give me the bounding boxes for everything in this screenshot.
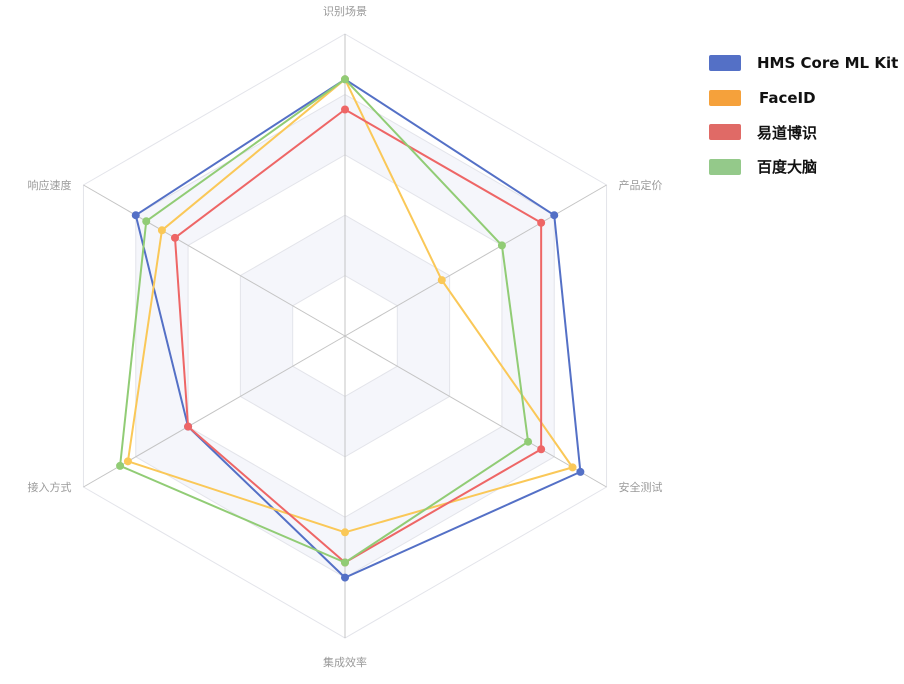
legend: HMS Core ML Kit FaceID 易道博识 百度大脑 [709, 52, 898, 190]
legend-swatch [709, 124, 741, 140]
axis-labels: 识别场景 产品定价 安全测试 集成效率 接入方式 响应速度 [27, 4, 662, 669]
indicator-label-2: 安全测试 [619, 480, 663, 494]
series-0-point-5[interactable] [131, 211, 140, 220]
series-1-point-2[interactable] [568, 463, 577, 472]
indicator-label-3: 集成效率 [323, 655, 367, 669]
series-3-point-0[interactable] [341, 75, 349, 84]
legend-label: 百度大脑 [757, 158, 818, 176]
legend-label: FaceID [759, 88, 816, 107]
series-3-point-5[interactable] [142, 217, 151, 226]
legend-swatch [709, 89, 741, 106]
legend-label: HMS Core ML Kit [757, 54, 899, 72]
legend-swatch [709, 55, 741, 71]
series-0-point-2[interactable] [576, 467, 585, 476]
series-1-point-3[interactable] [341, 528, 349, 537]
legend-swatch [709, 158, 741, 175]
series-2-point-4[interactable] [184, 422, 193, 431]
legend-item-hms-core-ml-kit[interactable]: HMS Core ML Kit [709, 52, 898, 74]
indicator-label-4: 接入方式 [27, 480, 71, 494]
series-1-point-1[interactable] [437, 276, 446, 285]
split-area-3 [188, 154, 502, 518]
series-1-point-5[interactable] [157, 226, 166, 235]
legend-item-baidu-brain[interactable]: 百度大脑 [709, 156, 898, 178]
series-3-point-4[interactable] [116, 461, 125, 470]
axis-lines [83, 34, 607, 638]
legend-label: 易道博识 [757, 123, 818, 142]
axis-line-2 [344, 335, 607, 488]
legend-item-yidao-boshi[interactable]: 易道博识 [709, 121, 898, 143]
series-3-point-2[interactable] [524, 437, 533, 446]
series-2-point-1[interactable] [537, 218, 546, 227]
legend-item-faceid[interactable]: FaceID [709, 87, 898, 109]
series-2-point-5[interactable] [170, 233, 179, 242]
series-3-point-1[interactable] [497, 241, 506, 250]
axis-line-1 [344, 184, 607, 337]
series-0-point-3[interactable] [341, 573, 349, 582]
series-layer [116, 75, 585, 582]
series-0-point-1[interactable] [550, 211, 559, 220]
indicator-label-5: 响应速度 [27, 178, 71, 192]
series-3-point-3[interactable] [341, 558, 349, 567]
split-area-2 [240, 215, 450, 457]
indicator-label-1: 产品定价 [619, 178, 663, 192]
series-1-point-4[interactable] [123, 457, 132, 466]
axis-line-5 [83, 184, 346, 337]
indicator-label-0: 识别场景 [323, 4, 367, 18]
series-2-point-2[interactable] [537, 445, 546, 454]
series-2-point-0[interactable] [341, 105, 349, 114]
